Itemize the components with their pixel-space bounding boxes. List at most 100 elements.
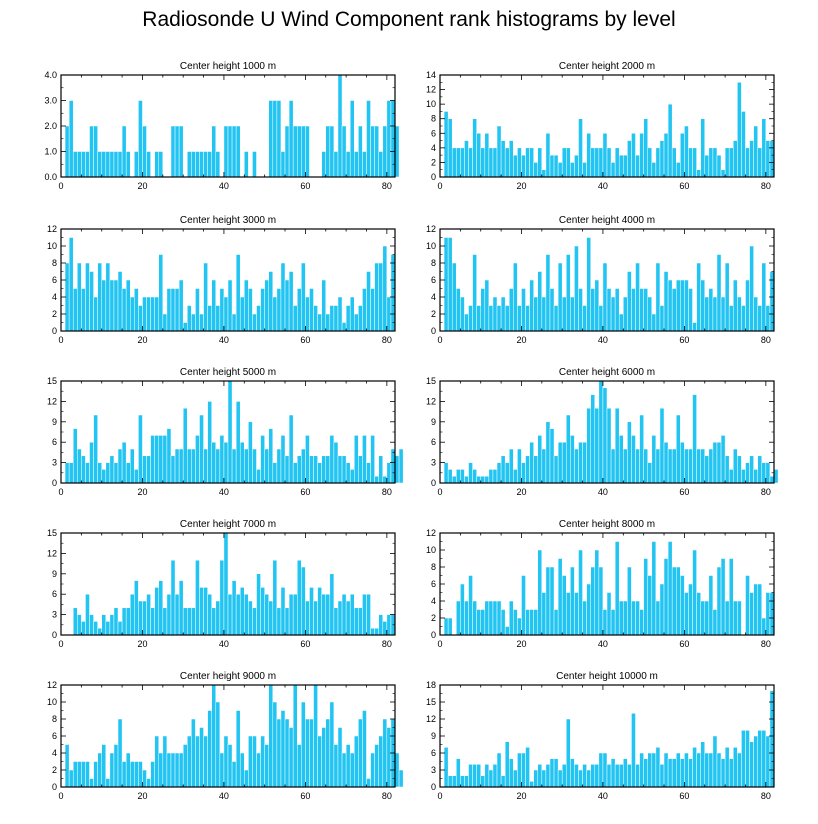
bar [134, 580, 139, 636]
bar [72, 761, 78, 788]
bar [537, 271, 543, 332]
bar [737, 82, 742, 178]
y-tick-label: 12 [47, 680, 57, 690]
bar [566, 147, 571, 178]
bar [745, 730, 750, 788]
bar [260, 288, 265, 332]
bar [288, 414, 294, 484]
x-tick-label: 40 [598, 791, 608, 801]
bar [700, 279, 706, 332]
bar [77, 614, 82, 636]
bar [280, 587, 286, 636]
bar [366, 271, 371, 332]
bar [749, 455, 754, 484]
bar [582, 600, 587, 636]
bar [667, 541, 673, 636]
bar [525, 747, 530, 788]
y-tick-label: 15 [47, 528, 57, 538]
bar [508, 448, 514, 484]
bar [252, 607, 257, 636]
bar [191, 313, 196, 332]
bar [117, 718, 123, 788]
x-tick-label: 60 [679, 335, 689, 345]
bar [508, 600, 514, 636]
y-tick-label: 9 [52, 417, 57, 427]
bar [720, 296, 726, 332]
bar [305, 296, 310, 332]
bar [268, 100, 274, 178]
y-tick-label: 10 [426, 545, 436, 555]
bar [529, 609, 534, 636]
bar [248, 288, 253, 332]
bar [378, 262, 384, 332]
bar [89, 125, 94, 178]
bar [749, 140, 754, 178]
y-tick-label: 0 [431, 326, 436, 336]
bar [464, 313, 469, 332]
bar [492, 296, 498, 332]
bar [195, 559, 200, 636]
bar [765, 140, 771, 178]
bar [187, 151, 192, 178]
bar [500, 455, 506, 484]
bar [280, 262, 286, 332]
bar [529, 441, 534, 484]
panel-9: Center height 9000 m 0 20 40 60 80 0 2 4 6 8 10 12 [47, 671, 404, 801]
bar [321, 151, 327, 178]
bar [227, 593, 233, 636]
bar [191, 607, 196, 636]
bar [191, 718, 196, 788]
bar [484, 475, 490, 484]
bar [182, 744, 188, 788]
x-tick-label: 80 [761, 639, 771, 649]
bar [223, 532, 229, 636]
bar [737, 296, 742, 332]
bar [358, 125, 363, 178]
bar [504, 305, 510, 332]
panel-5: Center height 5000 m 0 20 40 60 80 0 3 6 9 12 15 [47, 367, 404, 497]
bar [199, 313, 204, 332]
bar [460, 147, 465, 178]
bar [529, 781, 534, 788]
x-tick-label: 80 [382, 181, 392, 191]
bar [187, 305, 192, 332]
bar [301, 566, 306, 636]
bar [513, 609, 518, 636]
bar [113, 279, 119, 332]
bar [712, 147, 718, 178]
bar [680, 758, 685, 788]
bar [724, 455, 730, 484]
bar [733, 448, 738, 484]
bar [667, 448, 673, 484]
bar [468, 462, 473, 484]
bar [728, 758, 734, 788]
bar [684, 448, 689, 484]
bar [341, 125, 347, 178]
bar [374, 475, 379, 484]
x-tick-label: 60 [300, 181, 310, 191]
bar [81, 455, 86, 484]
bar [472, 600, 477, 636]
bar [223, 296, 229, 332]
bar [456, 288, 461, 332]
bar [610, 758, 616, 788]
bar [749, 741, 754, 788]
y-tick-label: 4 [52, 292, 57, 302]
bar [203, 448, 208, 484]
bar [292, 462, 298, 484]
bar [753, 125, 758, 178]
bar [280, 710, 286, 788]
bar [398, 448, 404, 484]
bar [704, 600, 710, 636]
bar [728, 147, 734, 178]
bar [121, 125, 127, 178]
bar [97, 262, 102, 332]
bar [142, 296, 147, 332]
bar [276, 448, 282, 484]
bar [761, 262, 767, 332]
bar [288, 727, 294, 788]
bar [374, 744, 379, 788]
bar [460, 583, 465, 636]
bar [174, 593, 180, 636]
bar [125, 151, 131, 178]
